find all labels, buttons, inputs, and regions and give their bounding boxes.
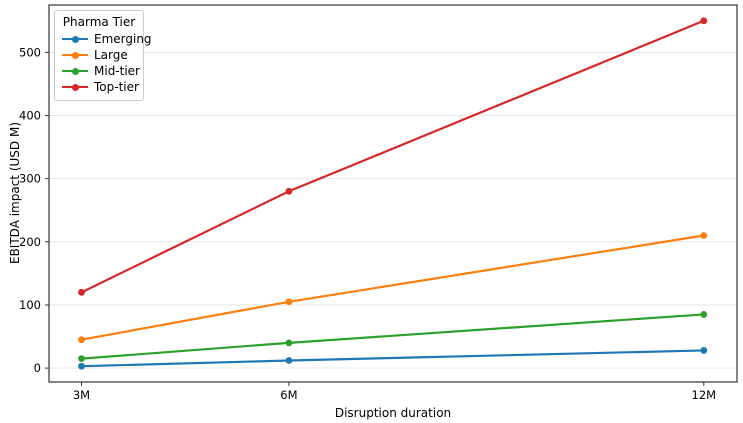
data-point-large xyxy=(285,298,293,306)
legend-line-marker-icon xyxy=(62,66,88,76)
data-point-mid-tier xyxy=(285,339,293,347)
data-point-mid-tier xyxy=(700,311,708,318)
data-point-top-tier xyxy=(78,288,85,296)
data-point-large xyxy=(78,336,85,344)
x-tick-label: 12M xyxy=(692,388,717,402)
legend-label: Large xyxy=(94,48,128,62)
y-tick-label: 100 xyxy=(19,298,41,312)
data-point-emerging xyxy=(700,347,708,354)
plot-frame xyxy=(48,4,738,383)
legend-label: Top-tier xyxy=(94,80,139,94)
series-line-large xyxy=(80,234,705,341)
x-tick-label: 6M xyxy=(280,388,297,402)
data-point-emerging xyxy=(285,357,293,364)
data-point-emerging xyxy=(78,362,85,370)
grid-layer xyxy=(49,51,737,369)
y-axis-label: EBITDA impact (USD M) xyxy=(8,122,22,264)
legend-line-marker-icon xyxy=(62,34,88,44)
legend-line-marker-icon xyxy=(62,50,88,60)
data-point-top-tier xyxy=(285,187,293,195)
y-tick-label: 400 xyxy=(19,109,41,123)
axes-layer: 0 100 200 300 400 500 3M 6M 12M xyxy=(19,4,738,402)
legend-label: Emerging xyxy=(94,32,152,46)
y-tick-label: 300 xyxy=(19,172,41,186)
y-tick-label: 200 xyxy=(19,235,41,249)
data-point-large xyxy=(700,232,708,239)
x-axis-label: Disruption duration xyxy=(335,406,451,420)
legend-entry-large: Large xyxy=(62,47,136,63)
legend: Pharma Tier Emerging Large Mid-tier Top-… xyxy=(54,10,152,101)
y-tick-label: 0 xyxy=(34,361,41,375)
data-point-top-tier xyxy=(700,17,708,25)
series-line-emerging xyxy=(80,349,705,368)
x-tick-label: 3M xyxy=(73,388,90,402)
legend-label: Mid-tier xyxy=(94,64,140,78)
series-layer xyxy=(78,17,708,370)
series-line-top-tier xyxy=(80,19,705,294)
data-point-mid-tier xyxy=(78,355,85,363)
legend-entry-top-tier: Top-tier xyxy=(62,79,139,95)
legend-title: Pharma Tier xyxy=(62,15,136,29)
legend-entry-emerging: Emerging xyxy=(62,31,152,47)
y-tick-label: 500 xyxy=(19,45,41,59)
legend-line-marker-icon xyxy=(62,82,88,92)
legend-entry-mid-tier: Mid-tier xyxy=(62,63,140,79)
